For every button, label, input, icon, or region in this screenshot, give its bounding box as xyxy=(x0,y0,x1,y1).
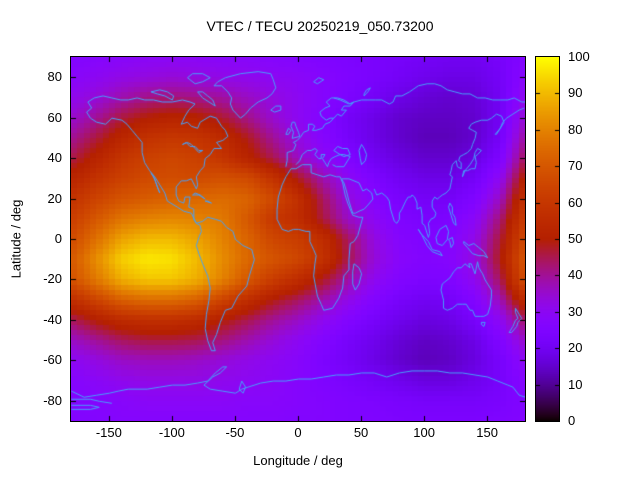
colorbar-tick-10: 10 xyxy=(568,376,583,392)
plot-area xyxy=(70,56,526,422)
colorbar-tick-50: 50 xyxy=(568,231,583,246)
y-tick-80: 80 xyxy=(47,69,62,85)
y-tick--80: -80 xyxy=(43,392,62,408)
y-tick-0: 0 xyxy=(54,231,62,246)
y-tick--60: -60 xyxy=(43,352,62,368)
colorbar-tick-80: 80 xyxy=(568,121,583,137)
y-tick-20: 20 xyxy=(47,190,62,206)
colorbar-tick-70: 70 xyxy=(568,158,583,174)
x-tick--50: -50 xyxy=(225,425,245,440)
y-tick--20: -20 xyxy=(43,271,62,287)
y-axis-label: Latitude / deg xyxy=(8,199,24,279)
y-tick-40: 40 xyxy=(47,150,62,166)
x-tick-100: 100 xyxy=(413,425,435,440)
x-axis-label: Longitude / deg xyxy=(253,453,343,468)
colorbar xyxy=(535,56,560,422)
x-tick-150: 150 xyxy=(476,425,498,440)
colorbar-gradient xyxy=(536,57,559,421)
x-tick-0: 0 xyxy=(294,425,302,440)
colorbar-tick-100: 100 xyxy=(568,49,590,64)
y-tick-60: 60 xyxy=(47,109,62,125)
colorbar-tick-60: 60 xyxy=(568,194,583,210)
x-tick--100: -100 xyxy=(158,425,185,440)
colorbar-tick-30: 30 xyxy=(568,303,583,319)
colorbar-tick-0: 0 xyxy=(568,413,576,428)
y-tick--40: -40 xyxy=(43,311,62,327)
x-tick-50: 50 xyxy=(353,425,369,440)
colorbar-tick-40: 40 xyxy=(568,267,583,283)
vtec-heatmap-canvas xyxy=(71,57,525,421)
colorbar-tick-20: 20 xyxy=(568,340,583,356)
chart-title: VTEC / TECU 20250219_050.73200 xyxy=(206,18,434,34)
x-tick--150: -150 xyxy=(95,425,122,440)
colorbar-tick-90: 90 xyxy=(568,85,583,101)
